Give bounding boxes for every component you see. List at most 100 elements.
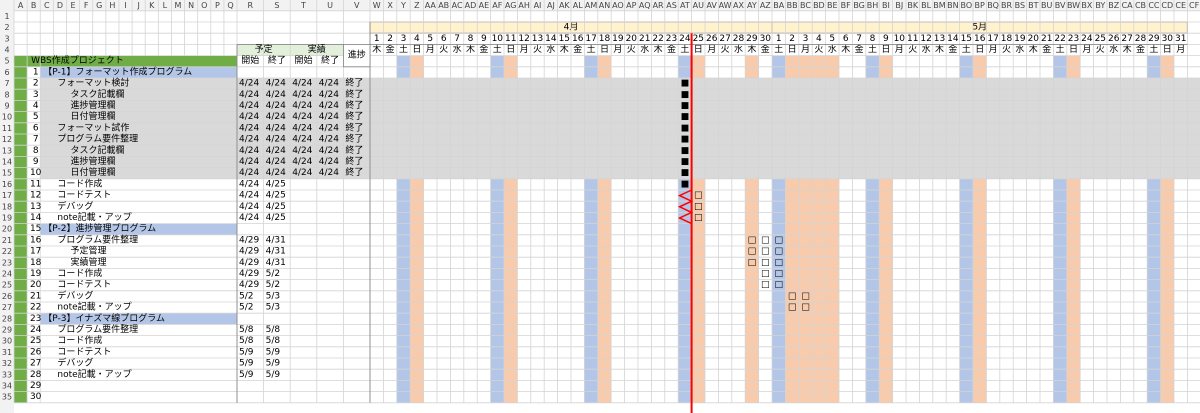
weekday: 土 (399, 43, 408, 55)
weekday: 日 (600, 44, 609, 55)
cell-plan-end: 4/24 (266, 112, 286, 122)
column-letter: M (175, 1, 182, 10)
day-number: 1 (374, 34, 380, 44)
weekday: 木 (841, 43, 850, 55)
weekday: 月 (520, 44, 529, 55)
weekday: 金 (479, 43, 488, 55)
weekday: 木 (935, 43, 944, 55)
column-letter: BK (907, 1, 918, 10)
day-number: 24 (679, 34, 691, 44)
task-id: 16 (30, 235, 42, 245)
column-letter: T (300, 1, 306, 10)
column-letter: F (84, 1, 89, 10)
gantt-mark: □ (748, 235, 757, 245)
column-letter: Q (227, 1, 233, 10)
gantt-mark: □ (774, 235, 783, 245)
column-letter: BT (1028, 1, 1038, 10)
weekday: 金 (761, 43, 770, 55)
task-name: コード作成 (57, 177, 102, 189)
column-letter: AP (626, 1, 636, 10)
task-id: 11 (30, 179, 41, 189)
cell-plan-end: 4/25 (266, 191, 286, 201)
weekday: 日 (506, 44, 515, 55)
cell-plan-end: 4/31 (266, 247, 286, 257)
date-header: 開始 (241, 54, 259, 66)
gantt-mark: ■ (681, 123, 690, 133)
gantt-mark: □ (761, 269, 770, 279)
cell-plan-start: 5/2 (239, 291, 253, 301)
cell-progress: 終了 (345, 121, 363, 133)
cell-plan-start: 4/24 (239, 101, 259, 111)
cell-actual-start: 4/24 (292, 90, 312, 100)
weekday: 木 (372, 43, 381, 55)
gantt-mark: □ (801, 303, 810, 313)
column-letter: X (387, 1, 393, 10)
task-id: 18 (30, 258, 42, 268)
weekday: 日 (881, 44, 890, 55)
cell-plan-start: 4/24 (239, 123, 259, 133)
cell-actual-end: 4/24 (319, 79, 339, 89)
cell-plan-start: 4/24 (239, 146, 259, 156)
cell-plan-start: 4/24 (239, 79, 259, 89)
date-header: 開始 (294, 54, 312, 66)
task-name: 予定管理 (70, 245, 106, 257)
cell-plan-start: 5/2 (239, 303, 253, 313)
weekday: 水 (1015, 43, 1024, 55)
cell-plan-start: 4/24 (239, 213, 259, 223)
cell-plan-start: 4/29 (239, 247, 259, 257)
cell-plan-end: 4/24 (266, 79, 286, 89)
column-letter: BJ (895, 1, 903, 10)
column-letter: S (274, 1, 279, 10)
weekday: 土 (1056, 43, 1065, 55)
column-letter: P (215, 1, 220, 10)
task-id: 10 (30, 168, 42, 178)
gantt-mark: ■ (681, 179, 690, 189)
column-letter: BQ (987, 1, 999, 10)
cell-plan-end: 4/25 (266, 202, 286, 212)
column-letter: N (188, 1, 194, 10)
cell-plan-end: 4/25 (266, 179, 286, 189)
weekday: 日 (1163, 44, 1172, 55)
cell-plan-start: 5/9 (239, 359, 254, 369)
task-id: 13 (30, 202, 41, 212)
group-row-fill (40, 313, 237, 325)
gantt-mark: □ (761, 247, 770, 257)
done-row-fill (40, 167, 1200, 179)
row-number: 28 (2, 314, 12, 323)
task-name: コードテスト (57, 279, 111, 290)
task-id: 22 (30, 303, 41, 313)
day-number: 2 (789, 34, 795, 44)
cell-plan-start: 4/29 (239, 280, 259, 290)
day-number: 1 (776, 34, 782, 44)
progress-line (677, 189, 694, 225)
cell-plan-end: 5/2 (266, 280, 280, 290)
column-letter: AY (747, 1, 757, 10)
row-number: 5 (4, 57, 9, 66)
cell-plan-start: 4/24 (239, 179, 259, 189)
row-number: 31 (2, 348, 12, 357)
weekday: 土 (587, 43, 596, 55)
task-name: プログラム要件整理 (57, 133, 138, 145)
day-number: 6 (441, 34, 447, 44)
gantt-mark: □ (774, 247, 783, 257)
done-row-fill (40, 100, 1200, 112)
weekday: 月 (426, 44, 435, 55)
task-id: 14 (30, 213, 42, 223)
cell-plan-start: 4/29 (239, 269, 259, 279)
date-header: 終了 (268, 54, 286, 66)
task-name: コードテスト (57, 346, 111, 357)
task-id: 29 (30, 381, 42, 391)
gantt-mark: ■ (681, 135, 690, 145)
column-letter: R (248, 1, 254, 10)
weekday: 日 (975, 44, 984, 55)
column-letter: BI (882, 1, 890, 10)
task-name: 実績管理 (70, 256, 106, 268)
cell-plan-start: 4/29 (239, 235, 259, 245)
cell-plan-end: 4/24 (266, 101, 286, 111)
cell-progress: 終了 (345, 155, 363, 167)
column-letter: AV (706, 1, 717, 10)
task-name: デバッグ (57, 357, 93, 369)
day-number: 30 (760, 34, 772, 44)
column-letter: W (373, 1, 381, 10)
task-name: 日付管理欄 (70, 166, 115, 178)
